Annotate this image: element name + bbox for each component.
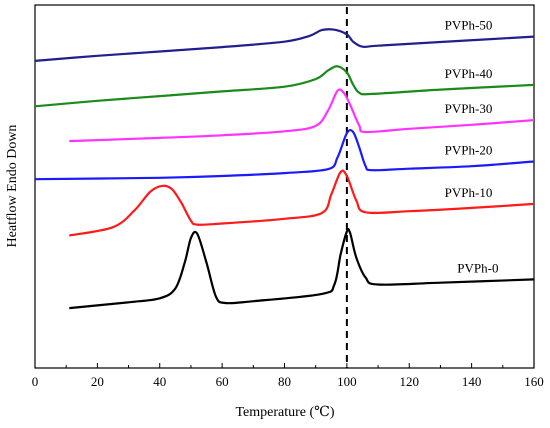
series-line-pvph-10 (69, 169, 535, 237)
series-label-pvph-0: PVPh-0 (457, 260, 498, 275)
series-label-pvph-10: PVPh-10 (445, 185, 493, 200)
x-tick-label: 100 (337, 374, 357, 389)
x-tick-label: 0 (32, 374, 39, 389)
series-label-pvph-40: PVPh-40 (445, 66, 493, 81)
series-line-pvph-30 (69, 88, 535, 143)
y-axis-title: Heatflow Endo Down (5, 125, 20, 248)
series-line-pvph-0 (69, 227, 535, 310)
x-tick-label: 140 (462, 374, 482, 389)
x-tick-label: 60 (216, 374, 229, 389)
series-line-pvph-50 (34, 28, 535, 62)
series-label-pvph-50: PVPh-50 (445, 18, 493, 33)
series-line-pvph-40 (34, 65, 535, 108)
x-axis-ticks (34, 363, 535, 368)
x-tick-label: 40 (153, 374, 166, 389)
x-tick-label: 160 (524, 374, 544, 389)
x-axis-title: Temperature (℃) (235, 405, 334, 420)
series-labels: PVPh-50 PVPh-40 PVPh-30 PVPh-20 PVPh-10 PVPh-… (445, 18, 499, 276)
x-tick-label: 80 (278, 374, 291, 389)
series-label-pvph-20: PVPh-20 (445, 142, 493, 157)
x-axis-tick-labels: 0 20 40 60 80 100 120 140 160 (32, 374, 544, 389)
series-line-pvph-20 (34, 128, 535, 181)
series-group (34, 28, 535, 310)
x-tick-label: 20 (91, 374, 104, 389)
series-label-pvph-30: PVPh-30 (445, 101, 493, 116)
x-tick-label: 120 (400, 374, 420, 389)
